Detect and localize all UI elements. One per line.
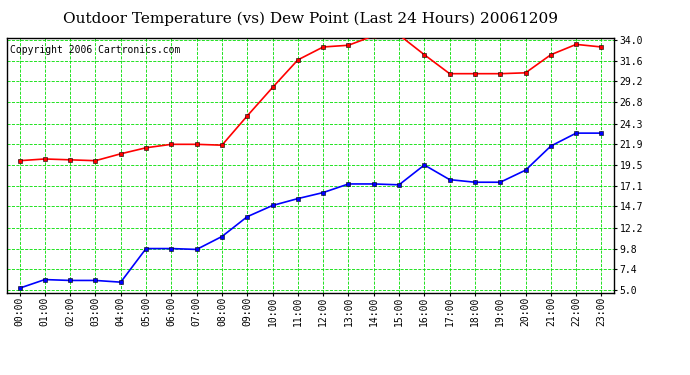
- Text: Outdoor Temperature (vs) Dew Point (Last 24 Hours) 20061209: Outdoor Temperature (vs) Dew Point (Last…: [63, 11, 558, 26]
- Text: Copyright 2006 Cartronics.com: Copyright 2006 Cartronics.com: [10, 45, 180, 55]
